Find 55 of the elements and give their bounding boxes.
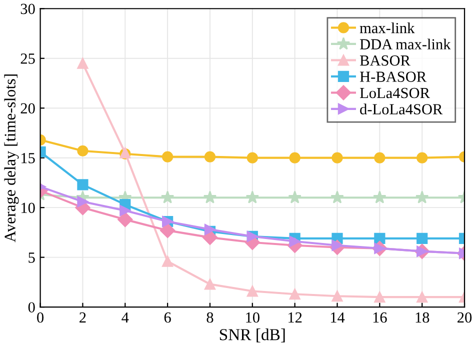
legend-label: d-LoLa4SOR <box>360 104 443 114</box>
legend-label: LoLa4SOR <box>360 88 430 98</box>
legend-label: DDA max-link <box>360 38 451 50</box>
point <box>118 212 133 228</box>
x-tick-label: 0 <box>37 312 44 323</box>
x-tick-label: 16 <box>373 312 387 323</box>
point <box>204 151 216 162</box>
x-tick-label: 8 <box>206 312 214 323</box>
y-tick-label: 10 <box>21 202 35 214</box>
point <box>77 145 88 156</box>
point <box>330 190 344 204</box>
point <box>246 286 258 297</box>
x-tick-label: 12 <box>288 312 302 323</box>
x-tick-label: 14 <box>330 312 345 323</box>
point <box>415 190 429 204</box>
y-axis-title: Average delay [time-slots] <box>4 74 19 242</box>
point <box>373 190 386 204</box>
point <box>77 179 88 190</box>
point <box>288 190 302 204</box>
x-axis-title: SNR [dB] <box>220 328 285 342</box>
x-tick-label: 6 <box>164 312 171 323</box>
point <box>416 292 428 303</box>
point <box>332 290 343 302</box>
point <box>416 232 428 244</box>
point <box>246 190 260 204</box>
point <box>160 190 174 204</box>
x-tick-label: 4 <box>122 312 129 323</box>
point <box>120 205 131 216</box>
point <box>332 152 343 164</box>
point <box>204 278 216 290</box>
point <box>374 292 386 303</box>
y-tick-label: 0 <box>28 302 35 312</box>
point <box>162 151 174 162</box>
y-tick-label: 20 <box>20 103 35 114</box>
point <box>162 256 174 267</box>
y-tick-label: 25 <box>20 54 35 64</box>
y-tick-label: 5 <box>28 252 35 263</box>
x-tick-label: 10 <box>246 312 260 323</box>
point <box>289 152 300 164</box>
legend-label: H-BASOR <box>360 72 427 82</box>
x-tick-label: 2 <box>80 312 86 323</box>
x-tick-label: 18 <box>416 312 430 323</box>
point <box>77 58 88 69</box>
point <box>203 190 217 204</box>
point <box>77 196 88 208</box>
point <box>374 152 386 164</box>
point <box>160 222 176 238</box>
x-tick-label: 20 <box>458 312 472 323</box>
y-tick-label: 15 <box>21 153 35 164</box>
legend-label: max-link <box>360 22 415 34</box>
point <box>416 152 428 164</box>
point <box>246 152 258 164</box>
point <box>289 288 300 300</box>
legend-label: BASOR <box>360 55 410 66</box>
y-tick-label: 30 <box>20 4 35 14</box>
